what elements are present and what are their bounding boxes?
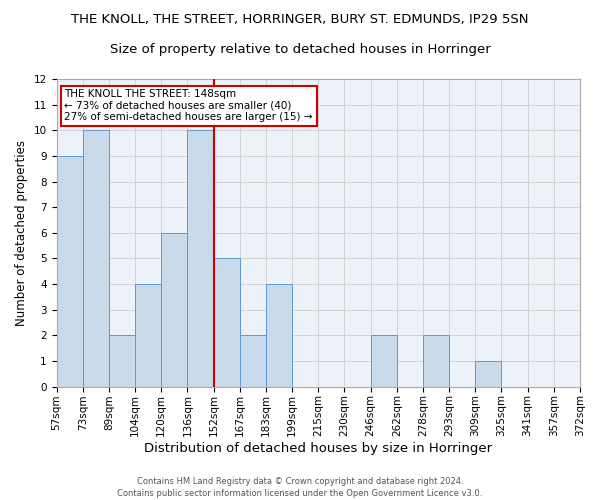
Text: Contains HM Land Registry data © Crown copyright and database right 2024.
Contai: Contains HM Land Registry data © Crown c…: [118, 476, 482, 498]
Bar: [240, 336, 266, 386]
Bar: [214, 258, 240, 386]
Bar: [109, 336, 135, 386]
Bar: [56, 156, 83, 386]
Bar: [135, 284, 161, 386]
Bar: [371, 336, 397, 386]
Y-axis label: Number of detached properties: Number of detached properties: [15, 140, 28, 326]
Bar: [187, 130, 214, 386]
Text: THE KNOLL THE STREET: 148sqm
← 73% of detached houses are smaller (40)
27% of se: THE KNOLL THE STREET: 148sqm ← 73% of de…: [64, 90, 313, 122]
Bar: [83, 130, 109, 386]
Bar: [161, 233, 187, 386]
X-axis label: Distribution of detached houses by size in Horringer: Distribution of detached houses by size …: [144, 442, 493, 455]
Bar: [475, 361, 502, 386]
Text: THE KNOLL, THE STREET, HORRINGER, BURY ST. EDMUNDS, IP29 5SN: THE KNOLL, THE STREET, HORRINGER, BURY S…: [71, 12, 529, 26]
Bar: [266, 284, 292, 386]
Text: Size of property relative to detached houses in Horringer: Size of property relative to detached ho…: [110, 42, 490, 56]
Bar: [423, 336, 449, 386]
